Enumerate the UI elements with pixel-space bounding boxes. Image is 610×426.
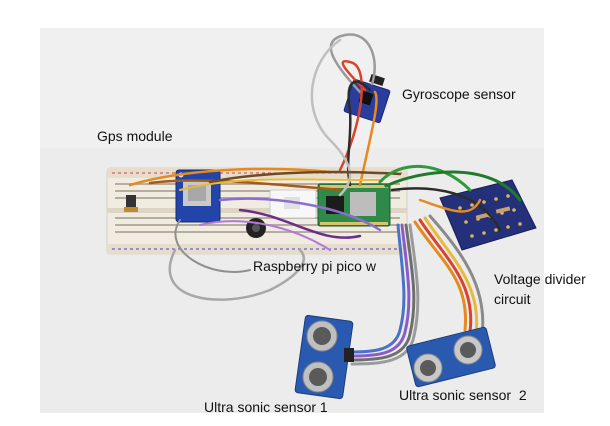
ultrasonic-sensor-2	[406, 326, 496, 388]
label-gyroscope-sensor: Gyroscope sensor	[402, 86, 516, 102]
gyroscope-module	[343, 74, 391, 124]
label-gps-module: Gps module	[97, 128, 173, 144]
ultrasonic-sensor-1	[294, 314, 354, 400]
label-pico: Raspberry pi pico w	[253, 258, 376, 274]
pico-board	[317, 183, 391, 227]
label-ultrasonic-1: Ultra sonic sensor 1	[204, 399, 328, 415]
label-voltage-divider-line1: Voltage divider	[494, 271, 586, 287]
gps-module	[175, 169, 221, 223]
label-ultrasonic-2: Ultra sonic sensor 2	[399, 387, 527, 403]
label-voltage-divider-line2: circuit	[494, 291, 531, 307]
